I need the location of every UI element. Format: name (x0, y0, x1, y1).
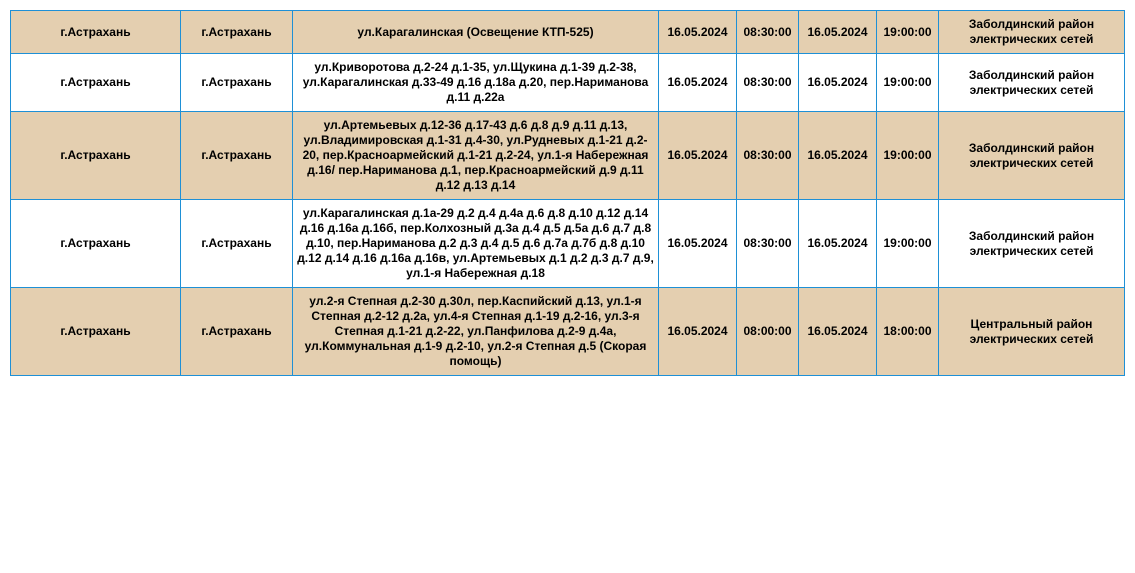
date-end-cell: 16.05.2024 (799, 200, 877, 288)
date-end-cell: 16.05.2024 (799, 288, 877, 376)
locality-cell: г.Астрахань (181, 200, 293, 288)
locality-cell: г.Астрахань (181, 112, 293, 200)
district-cell: Центральный район электрических сетей (939, 288, 1125, 376)
date-end-cell: 16.05.2024 (799, 11, 877, 54)
district-cell: Заболдинский район электрических сетей (939, 112, 1125, 200)
locality-cell: г.Астрахань (181, 288, 293, 376)
table-row: г.Астраханьг.Астраханьул.Карагалинская д… (11, 200, 1125, 288)
date-start-cell: 16.05.2024 (659, 112, 737, 200)
outage-schedule-table: г.Астраханьг.Астраханьул.Карагалинская (… (10, 10, 1125, 376)
city-cell: г.Астрахань (11, 112, 181, 200)
date-start-cell: 16.05.2024 (659, 200, 737, 288)
city-cell: г.Астрахань (11, 200, 181, 288)
time-end-cell: 19:00:00 (877, 11, 939, 54)
time-start-cell: 08:30:00 (737, 112, 799, 200)
district-cell: Заболдинский район электрических сетей (939, 200, 1125, 288)
time-start-cell: 08:00:00 (737, 288, 799, 376)
time-end-cell: 19:00:00 (877, 200, 939, 288)
address-cell: ул.Карагалинская (Освещение КТП-525) (293, 11, 659, 54)
time-end-cell: 19:00:00 (877, 54, 939, 112)
table-row: г.Астраханьг.Астраханьул.Карагалинская (… (11, 11, 1125, 54)
time-start-cell: 08:30:00 (737, 54, 799, 112)
date-start-cell: 16.05.2024 (659, 288, 737, 376)
table-row: г.Астраханьг.Астраханьул.2-я Степная д.2… (11, 288, 1125, 376)
time-start-cell: 08:30:00 (737, 200, 799, 288)
time-start-cell: 08:30:00 (737, 11, 799, 54)
date-end-cell: 16.05.2024 (799, 112, 877, 200)
table-row: г.Астраханьг.Астраханьул.Артемьевых д.12… (11, 112, 1125, 200)
city-cell: г.Астрахань (11, 11, 181, 54)
locality-cell: г.Астрахань (181, 54, 293, 112)
city-cell: г.Астрахань (11, 54, 181, 112)
address-cell: ул.2-я Степная д.2-30 д.30л, пер.Каспийс… (293, 288, 659, 376)
date-end-cell: 16.05.2024 (799, 54, 877, 112)
date-start-cell: 16.05.2024 (659, 11, 737, 54)
address-cell: ул.Артемьевых д.12-36 д.17-43 д.6 д.8 д.… (293, 112, 659, 200)
date-start-cell: 16.05.2024 (659, 54, 737, 112)
district-cell: Заболдинский район электрических сетей (939, 11, 1125, 54)
district-cell: Заболдинский район электрических сетей (939, 54, 1125, 112)
time-end-cell: 18:00:00 (877, 288, 939, 376)
time-end-cell: 19:00:00 (877, 112, 939, 200)
table-row: г.Астраханьг.Астраханьул.Криворотова д.2… (11, 54, 1125, 112)
locality-cell: г.Астрахань (181, 11, 293, 54)
table-body: г.Астраханьг.Астраханьул.Карагалинская (… (11, 11, 1125, 376)
address-cell: ул.Криворотова д.2-24 д.1-35, ул.Щукина … (293, 54, 659, 112)
city-cell: г.Астрахань (11, 288, 181, 376)
address-cell: ул.Карагалинская д.1а-29 д.2 д.4 д.4а д.… (293, 200, 659, 288)
